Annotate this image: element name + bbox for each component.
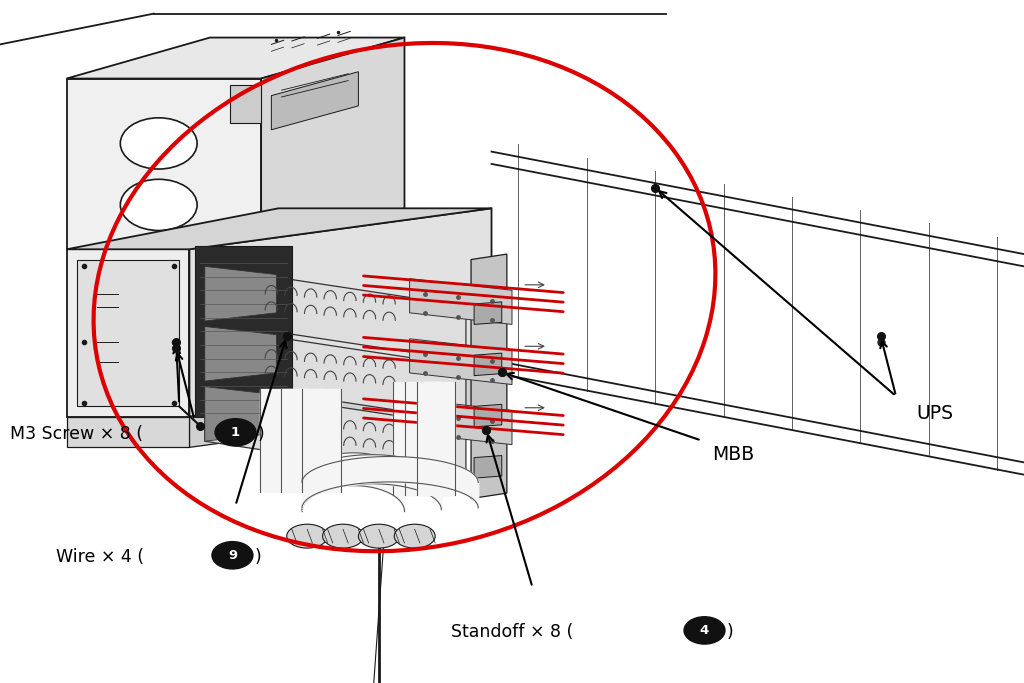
Text: UPS: UPS	[916, 404, 953, 423]
Polygon shape	[205, 326, 466, 421]
Circle shape	[212, 542, 253, 569]
Polygon shape	[410, 399, 512, 445]
Polygon shape	[410, 279, 512, 324]
Polygon shape	[474, 404, 502, 427]
Polygon shape	[205, 266, 466, 361]
Text: M3 Screw × 8 (: M3 Screw × 8 (	[10, 425, 143, 443]
Polygon shape	[189, 208, 492, 417]
Text: ): )	[727, 623, 734, 641]
Polygon shape	[77, 260, 179, 406]
Polygon shape	[410, 339, 512, 385]
Text: Standoff × 8 (: Standoff × 8 (	[451, 623, 572, 641]
Ellipse shape	[121, 117, 197, 169]
Polygon shape	[67, 208, 492, 249]
Text: 4: 4	[699, 624, 710, 637]
Ellipse shape	[121, 179, 197, 231]
Text: 9: 9	[228, 548, 237, 562]
Polygon shape	[189, 376, 492, 447]
Polygon shape	[67, 38, 404, 79]
Polygon shape	[230, 85, 261, 123]
Text: MBB: MBB	[712, 445, 754, 464]
Ellipse shape	[394, 525, 435, 548]
Polygon shape	[205, 266, 276, 321]
Ellipse shape	[323, 525, 364, 548]
Polygon shape	[205, 387, 466, 481]
Polygon shape	[205, 326, 276, 381]
Polygon shape	[474, 456, 502, 478]
Polygon shape	[195, 246, 292, 417]
Circle shape	[215, 419, 256, 446]
Polygon shape	[474, 302, 502, 324]
Polygon shape	[261, 38, 404, 249]
Polygon shape	[471, 254, 507, 499]
Ellipse shape	[287, 525, 328, 548]
Polygon shape	[67, 79, 261, 249]
Polygon shape	[271, 72, 358, 130]
Text: 1: 1	[231, 426, 240, 439]
Circle shape	[684, 617, 725, 644]
Polygon shape	[474, 353, 502, 376]
Text: Wire × 4 (: Wire × 4 (	[56, 548, 144, 566]
Polygon shape	[205, 387, 276, 441]
Polygon shape	[67, 249, 189, 417]
Ellipse shape	[358, 525, 399, 548]
Polygon shape	[67, 417, 189, 447]
Text: ): )	[255, 548, 262, 566]
Text: ): )	[258, 425, 265, 443]
